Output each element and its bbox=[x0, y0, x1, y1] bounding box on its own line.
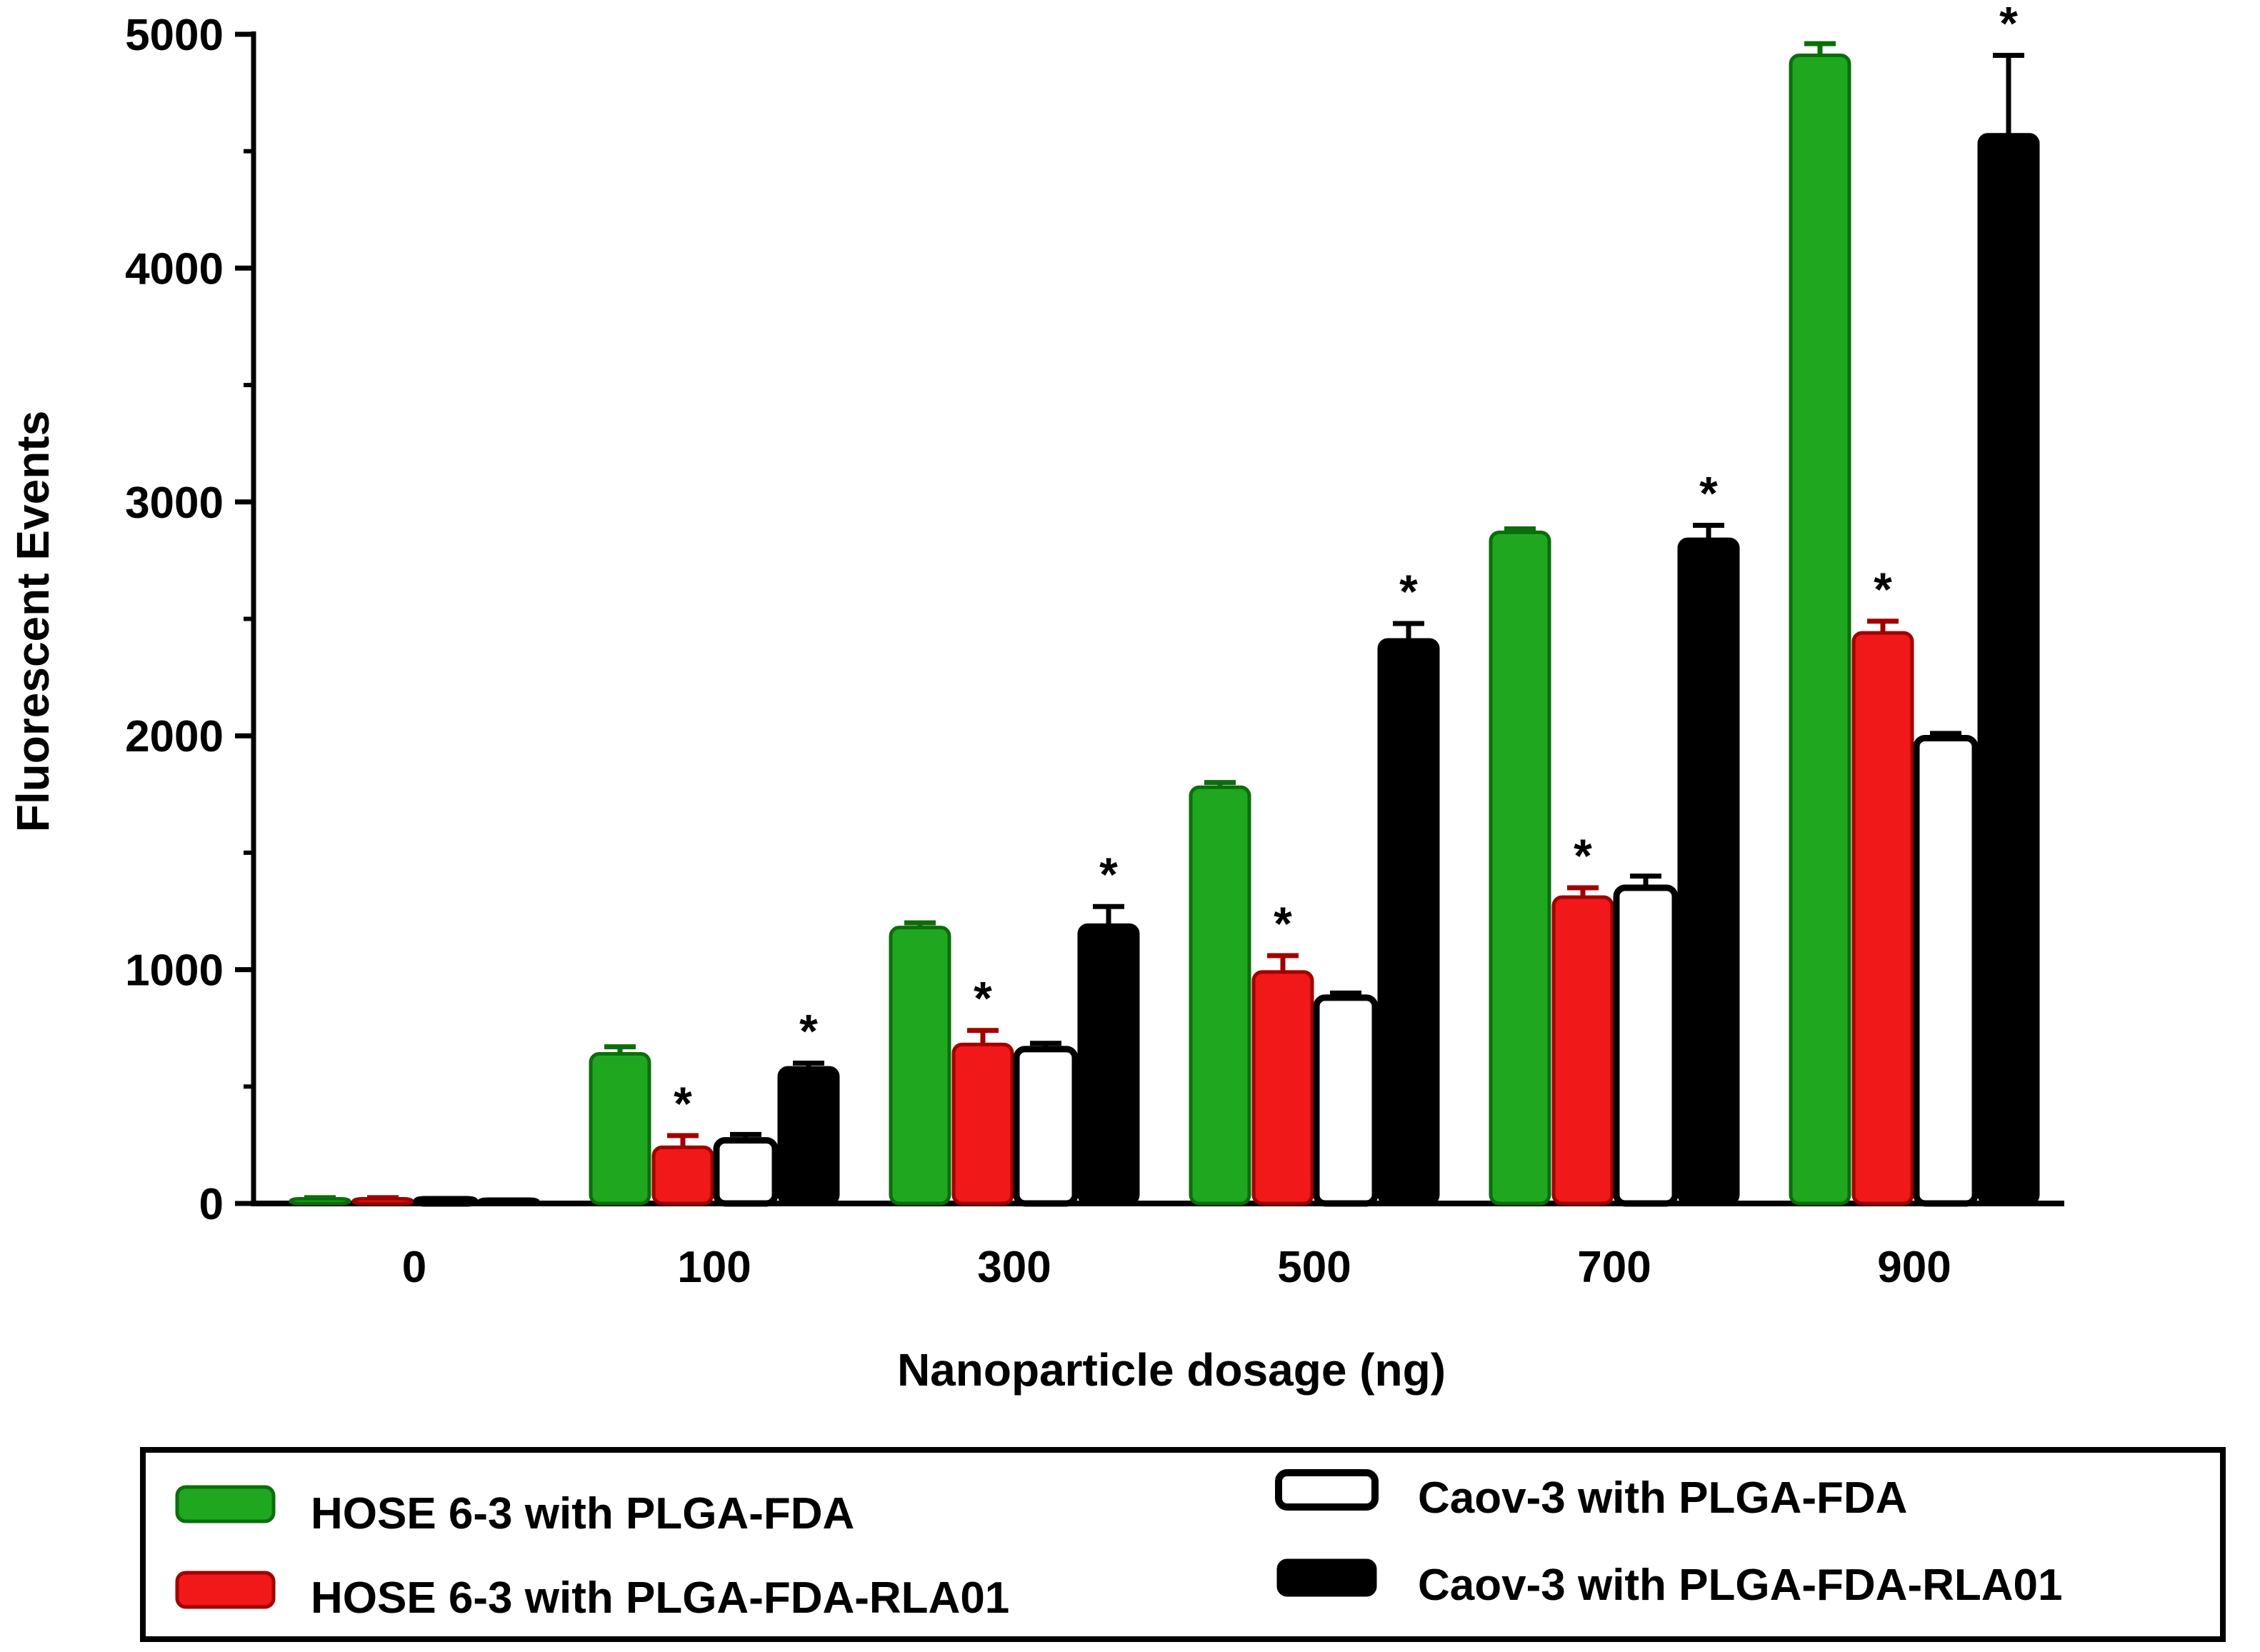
bar bbox=[1013, 1046, 1079, 1207]
y-axis-title: Fluorescent Events bbox=[7, 411, 59, 832]
legend-swatch bbox=[175, 1485, 276, 1523]
legend-swatch bbox=[1275, 1469, 1379, 1511]
x-tick-label: 0 bbox=[402, 1243, 426, 1292]
x-tick-label: 500 bbox=[1277, 1243, 1351, 1292]
bar bbox=[1977, 133, 2040, 1206]
significance-star: * bbox=[974, 972, 992, 1025]
significance-star: * bbox=[1399, 565, 1418, 618]
y-axis: 0 1000 2000 3000 4000 5000 bbox=[125, 11, 256, 1229]
bar bbox=[1851, 631, 1914, 1206]
bar bbox=[1551, 895, 1614, 1206]
legend-label: Caov-3 with PLGA-FDA bbox=[1418, 1473, 1907, 1523]
significance-star: * bbox=[1274, 897, 1292, 950]
x-tick-label: 300 bbox=[977, 1243, 1051, 1292]
significance-star: * bbox=[1699, 467, 1718, 520]
y-tick-label: 1000 bbox=[125, 946, 224, 996]
x-tick-label: 700 bbox=[1577, 1243, 1651, 1292]
bar bbox=[1077, 923, 1140, 1206]
x-tick-label: 900 bbox=[1877, 1243, 1951, 1292]
bar bbox=[1313, 994, 1379, 1207]
legend-label: HOSE 6-3 with PLGA-FDA-RLA01 bbox=[311, 1573, 1009, 1623]
legend-swatch bbox=[175, 1571, 276, 1609]
significance-star: * bbox=[799, 1005, 818, 1058]
x-axis-title: Nanoparticle dosage (ng) bbox=[897, 1344, 1446, 1396]
x-axis: 0 100 300 500 700 900 bbox=[251, 1201, 2064, 1292]
bar bbox=[651, 1145, 714, 1206]
bar bbox=[1677, 537, 1740, 1206]
bar bbox=[951, 1042, 1014, 1206]
legend-label: HOSE 6-3 with PLGA-FDA bbox=[311, 1489, 854, 1538]
bar bbox=[777, 1066, 840, 1206]
bar bbox=[1789, 53, 1851, 1206]
y-tick-label: 0 bbox=[199, 1180, 224, 1229]
legend: HOSE 6-3 with PLGA-FDA HOSE 6-3 with PLGA… bbox=[140, 1447, 2226, 1642]
bar bbox=[1377, 638, 1440, 1206]
bar bbox=[1613, 884, 1679, 1207]
bar bbox=[713, 1137, 779, 1207]
bar bbox=[589, 1051, 651, 1206]
significance-star: * bbox=[674, 1077, 692, 1130]
x-tick-label: 100 bbox=[677, 1243, 751, 1292]
bar bbox=[1189, 785, 1251, 1206]
error-bar-group bbox=[304, 41, 2024, 1203]
y-tick-label: 4000 bbox=[125, 244, 224, 294]
legend-frame bbox=[140, 1447, 2226, 1642]
bar bbox=[1913, 734, 1979, 1207]
bar bbox=[889, 926, 951, 1206]
y-tick-label: 5000 bbox=[125, 11, 224, 60]
significance-star: * bbox=[1999, 0, 2018, 49]
bar-series-group bbox=[289, 53, 2040, 1207]
y-tick-label: 2000 bbox=[125, 712, 224, 761]
bar bbox=[1489, 530, 1551, 1206]
significance-star: * bbox=[1099, 848, 1118, 901]
y-tick-label: 3000 bbox=[125, 479, 224, 528]
significance-star: * bbox=[1874, 563, 1892, 616]
significance-marker-group: * * * * * * * * * * bbox=[674, 0, 2018, 1130]
significance-star: * bbox=[1574, 829, 1592, 882]
bar bbox=[1251, 970, 1314, 1206]
legend-swatch bbox=[1276, 1558, 1377, 1597]
legend-label: Caov-3 with PLGA-FDA-RLA01 bbox=[1418, 1561, 2062, 1610]
